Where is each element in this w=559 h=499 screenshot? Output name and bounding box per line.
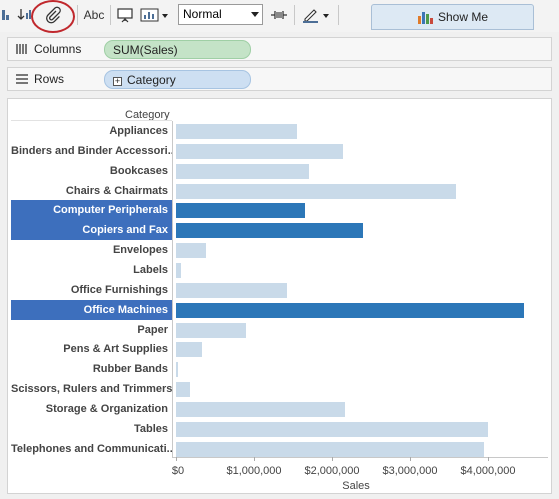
fit-select[interactable]: Normal [178,4,263,25]
sales-bar[interactable] [176,183,457,199]
category-label[interactable]: Labels [133,263,168,276]
category-row[interactable]: Envelopes [11,240,551,260]
show-me-chart-icon [417,12,433,24]
sales-bar[interactable] [176,223,364,239]
x-axis-title: Sales [342,480,370,492]
sales-bar[interactable] [176,124,297,139]
category-row[interactable]: Bookcases [11,161,551,181]
x-axis-tick-label: $4,000,000 [460,465,516,477]
expand-plus-icon[interactable]: + [113,76,122,86]
abc-label: Abc [83,8,105,22]
x-axis-tick-label: $1,000,000 [226,465,282,477]
category-label[interactable]: Envelopes [112,244,168,257]
rows-label: Rows [34,72,65,86]
columns-label: Columns [34,42,82,56]
category-label[interactable]: Telephones and Communicati.. [11,442,172,455]
sales-bar[interactable] [176,163,309,179]
category-label[interactable]: Storage & Organization [45,402,168,415]
category-label[interactable]: Appliances [109,125,168,137]
sort-ascending-icon[interactable] [17,4,35,26]
category-label[interactable]: Pens & Art Supplies [63,343,168,356]
category-label[interactable]: Copiers and Fax [11,220,172,241]
sales-bar[interactable] [176,362,179,378]
x-axis-tick-label: $2,000,000 [304,465,360,477]
columns-shelf[interactable]: Columns SUM(Sales) [7,37,552,61]
category-label[interactable]: Office Machines [11,299,172,320]
category-label[interactable]: Bookcases [109,164,168,177]
sales-bar[interactable] [176,401,346,417]
x-axis-tick-label: $0 [171,465,185,477]
category-row[interactable]: Rubber Bands [11,359,551,379]
category-pill-label: Category [127,73,176,87]
header-divider [172,121,173,458]
category-label[interactable]: Scissors, Rulers and Trimmers [11,383,172,396]
category-row[interactable]: Appliances [11,121,551,141]
category-row[interactable]: Telephones and Communicati.. [11,439,551,459]
paperclip-icon[interactable] [43,4,63,26]
sales-bar[interactable] [176,322,247,338]
category-row[interactable]: Scissors, Rulers and Trimmers [11,379,551,399]
category-row[interactable]: Binders and Binder Accessori.. [11,141,551,161]
category-label[interactable]: Rubber Bands [92,363,168,376]
toolbar: Abc Normal Show Me [0,0,559,33]
abc-label-icon[interactable]: Abc [82,4,106,26]
sales-bar[interactable] [176,342,202,358]
sales-bar[interactable] [176,143,343,159]
sales-bar[interactable] [176,243,206,259]
category-label[interactable]: Binders and Binder Accessori.. [11,144,172,157]
header-rule [11,120,172,121]
rows-shelf[interactable]: Rows + Category [7,67,552,91]
highlighter-icon[interactable] [300,4,332,26]
x-axis-line [172,457,548,458]
category-row[interactable]: Paper [11,320,551,340]
show-me-button[interactable]: Show Me [371,4,534,30]
x-axis-tick [254,457,255,461]
columns-icon [16,44,27,54]
sum-sales-pill[interactable]: SUM(Sales) [104,40,251,59]
x-axis-tick [176,457,177,461]
category-row[interactable]: Chairs & Chairmats [11,181,551,201]
chart-view: Category Appliances Binders and Binder Ac… [7,98,552,494]
rows-icon [16,74,28,84]
presentation-icon[interactable] [115,4,135,26]
category-row[interactable]: Computer Peripherals [11,200,551,221]
category-label[interactable]: Office Furnishings [70,283,168,296]
category-pill[interactable]: + Category [104,70,251,89]
fit-select-value: Normal [183,7,222,21]
sales-bar[interactable] [176,421,488,437]
sales-bar[interactable] [176,203,306,219]
category-row[interactable]: Office Furnishings [11,280,551,300]
category-row[interactable]: Pens & Art Supplies [11,339,551,359]
show-me-label: Show Me [437,10,489,24]
category-row[interactable]: Labels [11,260,551,280]
x-axis-tick [332,457,333,461]
sort-descending-icon[interactable] [1,4,15,26]
x-axis-tick-label: $3,000,000 [382,465,438,477]
category-label[interactable]: Tables [133,422,168,435]
row-header-category: Category [125,109,170,121]
category-row[interactable]: Copiers and Fax [11,220,551,241]
rows-shelf-label: Rows [16,72,64,86]
category-label[interactable]: Computer Peripherals [11,200,172,221]
category-label[interactable]: Chairs & Chairmats [65,184,168,197]
chevron-down-icon [251,12,259,17]
sales-bar[interactable] [176,262,182,278]
sales-bar[interactable] [176,302,524,318]
x-axis-tick [488,457,489,461]
sales-bar[interactable] [176,282,287,298]
annotation-circle [31,0,75,33]
columns-shelf-label: Columns [16,42,81,56]
category-row[interactable]: Storage & Organization [11,399,551,419]
chart-type-icon[interactable] [140,4,170,26]
x-axis-tick [410,457,411,461]
sales-bar[interactable] [176,382,191,398]
sales-bar[interactable] [176,441,485,457]
pin-icon[interactable] [268,4,290,26]
category-row[interactable]: Tables [11,419,551,439]
category-row[interactable]: Office Machines [11,299,551,320]
category-label[interactable]: Paper [137,323,168,336]
